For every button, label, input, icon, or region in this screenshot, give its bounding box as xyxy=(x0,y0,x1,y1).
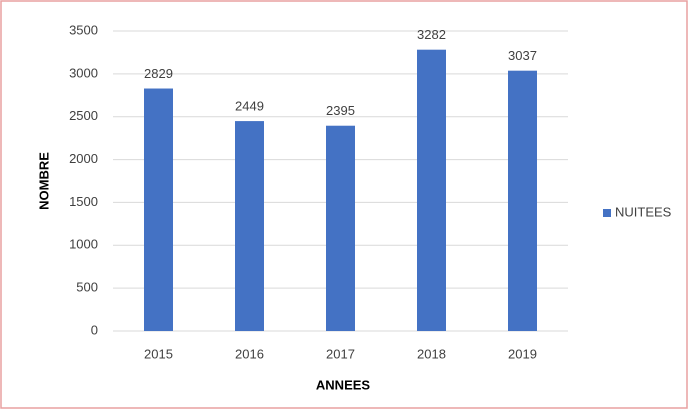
data-label: 2395 xyxy=(326,103,355,118)
x-tick-label: 2015 xyxy=(144,346,173,361)
y-axis-title: NOMBRE xyxy=(36,152,51,210)
y-tick-label: 500 xyxy=(76,280,98,295)
data-label: 3037 xyxy=(508,48,537,63)
data-label: 3282 xyxy=(417,27,446,42)
y-tick-label: 3500 xyxy=(69,22,98,37)
data-label: 2449 xyxy=(235,99,264,114)
x-axis-title: ANNEES xyxy=(316,377,371,392)
y-tick-label: 3000 xyxy=(69,65,98,80)
bar xyxy=(144,88,173,331)
x-tick-label: 2018 xyxy=(417,346,446,361)
y-tick-label: 0 xyxy=(91,322,98,337)
bar xyxy=(326,125,355,331)
data-label: 2829 xyxy=(144,66,173,81)
x-tick-label: 2019 xyxy=(508,346,537,361)
legend-label: NUITEES xyxy=(615,204,672,219)
y-tick-label: 2500 xyxy=(69,108,98,123)
y-tick-label: 1500 xyxy=(69,194,98,209)
y-tick-label: 2000 xyxy=(69,151,98,166)
y-tick-label: 1000 xyxy=(69,237,98,252)
bar xyxy=(508,70,537,331)
legend-swatch xyxy=(603,209,611,217)
x-tick-label: 2016 xyxy=(235,346,264,361)
bar xyxy=(417,49,446,331)
bar xyxy=(235,121,264,331)
x-tick-label: 2017 xyxy=(326,346,355,361)
